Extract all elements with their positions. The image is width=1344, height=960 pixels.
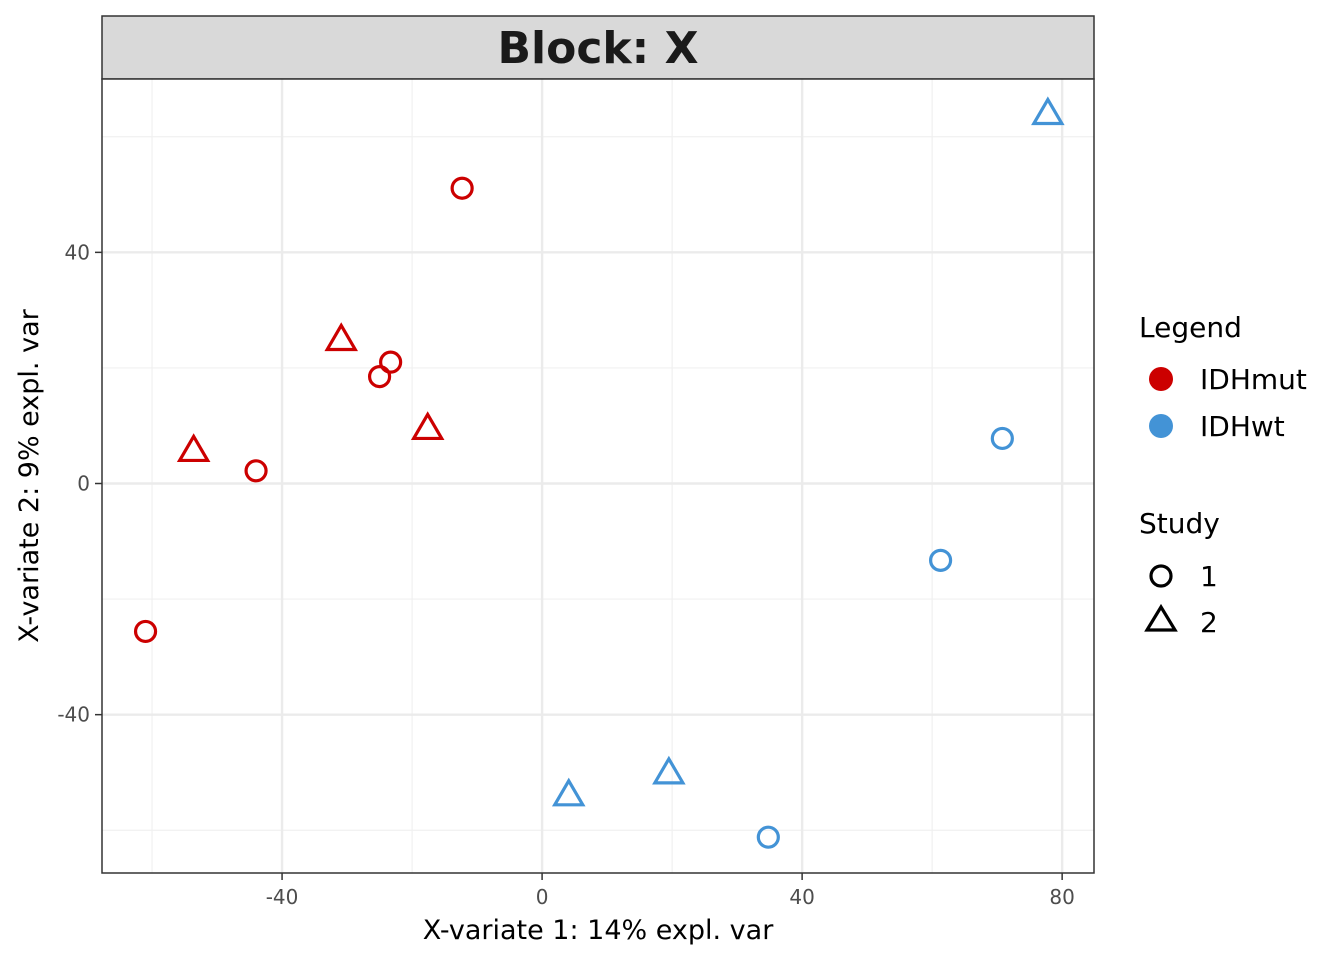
legend-key-idhwt	[1149, 414, 1173, 438]
major-gridlines	[102, 79, 1094, 873]
point-idhwt-study-1	[990, 426, 1014, 451]
legend-color-title: Legend	[1139, 311, 1242, 344]
legend-key-study-2	[1144, 603, 1178, 632]
point-idhmut-study-1	[367, 365, 392, 389]
y-axis-title: X-variate 2: 9% expl. var	[14, 308, 45, 642]
y-tick-label: -40	[57, 703, 90, 727]
minor-gridlines	[102, 79, 1094, 873]
x-tick-label: 40	[789, 885, 814, 909]
point-idhwt-study-1	[928, 548, 953, 572]
data-points	[133, 96, 1065, 849]
point-idhmut-study-1	[133, 619, 158, 644]
x-tick-label: 0	[536, 885, 549, 909]
x-axis-ticks: -40 0 40 80	[266, 873, 1075, 909]
legend-label-idhmut: IDHmut	[1200, 363, 1307, 396]
x-tick-label: 80	[1049, 885, 1074, 909]
point-idhwt-study-1	[756, 825, 780, 849]
point-idhmut-study-1	[450, 176, 474, 200]
strip-background	[101, 15, 1095, 80]
legend-label-idhwt: IDHwt	[1200, 410, 1285, 443]
y-tick-label: 0	[77, 472, 90, 496]
x-tick-label: -40	[266, 885, 299, 909]
legend-key-idhmut	[1149, 367, 1173, 391]
y-axis-ticks: -40 0 40	[57, 240, 102, 727]
y-tick-label: 40	[65, 240, 90, 264]
legend-shape-title: Study	[1139, 507, 1220, 540]
point-idhmut-study-1	[379, 350, 403, 374]
point-idhwt-study-2	[1031, 96, 1065, 126]
point-idhwt-study-2	[652, 755, 686, 785]
point-idhmut-study-2	[410, 411, 445, 441]
panel-border	[101, 78, 1095, 874]
legend-key-study-1	[1149, 564, 1173, 588]
legend-label-study-1: 1	[1200, 560, 1218, 593]
chart-title: Block: X	[497, 23, 698, 74]
point-idhwt-study-2	[551, 777, 586, 807]
point-idhmut-study-2	[176, 433, 211, 463]
point-idhmut-study-1	[244, 459, 268, 483]
point-idhmut-study-2	[324, 322, 359, 352]
plot-panel	[102, 79, 1094, 873]
x-axis-title: X-variate 1: 14% expl. var	[423, 915, 775, 946]
legend: Legend IDHmut IDHwt Study 1 2	[1139, 311, 1307, 639]
legend-label-study-2: 2	[1200, 606, 1218, 639]
